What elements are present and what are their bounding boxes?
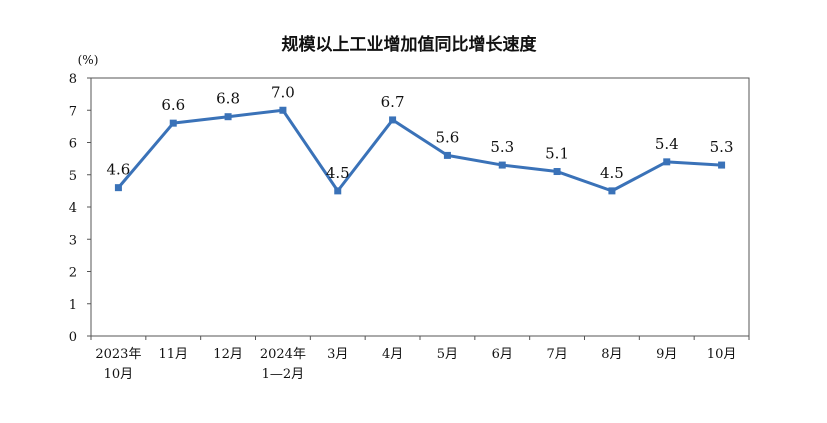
y-tick-label: 1 — [69, 298, 77, 313]
data-label: 5.4 — [655, 135, 679, 153]
x-tick-label: 3月 — [327, 347, 348, 362]
data-point — [389, 116, 397, 124]
data-point — [553, 168, 561, 176]
y-tick-label: 3 — [69, 233, 77, 248]
data-point — [334, 187, 342, 195]
data-point — [224, 113, 232, 121]
y-tick-label: 4 — [69, 201, 77, 216]
data-point — [279, 106, 287, 114]
data-label: 5.3 — [490, 138, 514, 156]
y-tick-label: 8 — [69, 72, 77, 87]
data-point — [663, 158, 671, 166]
data-label: 5.3 — [710, 138, 734, 156]
x-tick-label: 10月 — [707, 347, 737, 362]
y-tick-label: 2 — [69, 266, 77, 281]
data-label: 4.5 — [326, 164, 350, 182]
data-point — [498, 161, 506, 169]
x-tick-label: 1—2月 — [262, 367, 305, 382]
data-label: 6.8 — [216, 90, 240, 108]
y-axis-unit: (%) — [78, 53, 99, 67]
data-label: 6.7 — [381, 93, 405, 111]
data-label: 7.0 — [271, 83, 295, 101]
x-tick-label: 9月 — [656, 347, 677, 362]
series-line — [117, 108, 722, 193]
x-tick-label: 6月 — [492, 347, 513, 362]
data-label: 6.6 — [161, 96, 185, 114]
plot-area-frame — [90, 77, 750, 337]
y-tick-label: 5 — [69, 169, 77, 184]
x-tick-label: 2023年 — [95, 347, 141, 362]
data-label: 4.5 — [600, 164, 624, 182]
data-point — [114, 184, 122, 192]
y-axis: 0 1 2 3 4 5 6 7 8 — [69, 72, 91, 345]
data-point — [608, 187, 616, 195]
data-point — [718, 161, 726, 169]
x-tick-label: 2024年 — [260, 347, 306, 362]
y-tick-label: 7 — [69, 104, 77, 119]
x-tick-label: 4月 — [382, 347, 403, 362]
x-tick-label: 10月 — [104, 367, 134, 382]
data-label: 5.1 — [545, 145, 569, 163]
x-tick-label: 7月 — [546, 347, 567, 362]
x-tick-label: 8月 — [601, 347, 622, 362]
y-tick-label: 6 — [69, 137, 77, 152]
x-tick-label: 12月 — [213, 347, 243, 362]
y-tick-label: 0 — [69, 330, 77, 345]
x-tick-label: 11月 — [158, 347, 188, 362]
data-labels: 4.6 6.6 6.8 7.0 4.5 6.7 5.6 5.3 5.1 4.5 5.4 5.3 — [106, 83, 733, 182]
data-point — [443, 151, 451, 159]
data-points — [114, 106, 726, 195]
x-axis: 2023年 10月 11月 12月 2024年 1—2月 3月 4月 5月 6月 7月 8月 9月 10月 — [90, 336, 750, 382]
data-point — [169, 119, 177, 127]
data-label: 4.6 — [106, 161, 130, 179]
data-label: 5.6 — [435, 128, 459, 146]
x-tick-label: 5月 — [437, 347, 458, 362]
chart-title: 规模以上工业增加值同比增长速度 — [282, 34, 538, 55]
